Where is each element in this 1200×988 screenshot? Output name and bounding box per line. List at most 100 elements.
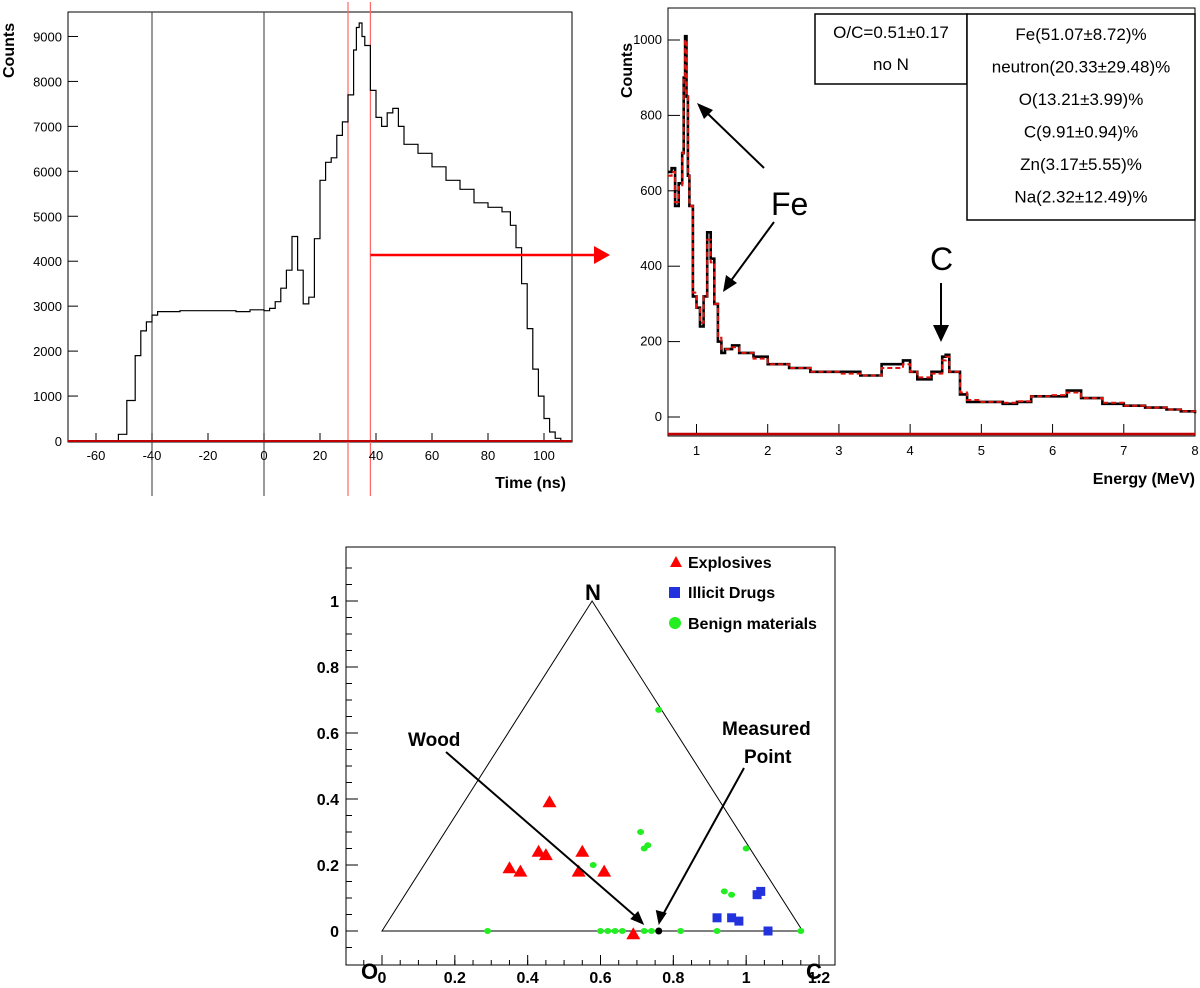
explosive-point [531, 844, 546, 857]
y-tick-label: 5000 [33, 209, 62, 224]
x-tick-label: 1 [742, 970, 751, 987]
benign-point [484, 928, 492, 934]
legend-benign-label: Benign materials [688, 616, 817, 633]
y-tick-label: 800 [640, 107, 662, 122]
explosive-point [626, 927, 641, 940]
benign-point [644, 842, 652, 849]
x-tick-label: -20 [199, 448, 218, 463]
y-tick-label: 0.6 [317, 726, 339, 743]
y-tick-label: 1000 [633, 32, 662, 47]
time-spectrum-y-ticks: 1000 2000 3000 4000 5000 6000 7000 8000 9000 0 [33, 29, 78, 449]
x-tick-label: 0 [260, 448, 267, 463]
ternary-triangle [381, 600, 804, 932]
energy-spectrum-y-ticks: 0 200 400 600 800 1000 [633, 32, 680, 424]
y-tick-label: 1000 [33, 389, 62, 404]
benign-point [742, 845, 750, 852]
composition-line: Zn(3.17±5.55)% [1020, 155, 1142, 174]
x-tick-label: 1.2 [808, 970, 830, 987]
explosive-point [597, 864, 612, 877]
ratio-box-line-2: no N [873, 55, 909, 74]
x-tick-label: 0.6 [589, 970, 611, 987]
energy-spectrum-fit-series [668, 39, 1196, 414]
drug-point [712, 913, 722, 923]
time-spectrum-gate-lines [151, 2, 371, 496]
wood-arrow [445, 751, 637, 918]
fe-annotation-label: Fe [771, 186, 808, 222]
composition-line: Na(2.32±12.49)% [1014, 188, 1147, 207]
benign-point [604, 928, 612, 934]
x-tick-label: 7 [1120, 443, 1127, 458]
legend-explosives-marker [670, 556, 682, 567]
drug-point [763, 926, 773, 936]
benign-point [655, 706, 663, 713]
legend-explosives-label: Explosives [688, 555, 772, 572]
time-spectrum-panel: -60 -40 -20 0 20 40 60 80 100 1000 2000 3000 4000 50… [1, 2, 573, 496]
benign-point [797, 928, 805, 934]
x-tick-label: 6 [1049, 443, 1056, 458]
y-tick-label: 3000 [33, 299, 62, 314]
ratio-box-line-1: O/C=0.51±0.17 [833, 23, 949, 42]
x-tick-label: 3 [835, 443, 842, 458]
y-tick-label: 200 [640, 334, 662, 349]
y-tick-label: 2000 [33, 344, 62, 359]
time-spectrum-xlabel: Time (ns) [495, 475, 566, 492]
x-tick-label: 2 [764, 443, 771, 458]
drug-point [756, 886, 766, 896]
explosive-point [502, 861, 517, 874]
wood-arrow-head [630, 911, 645, 925]
measured-arrow [661, 767, 745, 916]
drug-point [727, 913, 737, 923]
benign-point [713, 928, 721, 934]
x-tick-label: 0.2 [444, 970, 466, 987]
benign-point [720, 888, 728, 895]
composition-line: neutron(20.33±29.48)% [992, 58, 1171, 77]
composition-line: C(9.91±0.94)% [1024, 123, 1138, 142]
x-tick-label: 5 [978, 443, 985, 458]
composition-line: Fe(51.07±8.72)% [1015, 25, 1146, 44]
ternary-y-ticks: 0 0.2 0.4 0.6 0.8 1 [317, 567, 358, 948]
measured-point [655, 927, 663, 935]
y-tick-label: 400 [640, 258, 662, 273]
composition-box [966, 13, 1196, 221]
y-tick-label: 0.8 [317, 660, 339, 677]
y-tick-label: 0 [655, 409, 662, 424]
y-tick-label: 0.2 [317, 858, 339, 875]
x-tick-label: 0.8 [662, 970, 684, 987]
fe-arrow-lower [729, 221, 775, 283]
explosive-point [542, 795, 557, 808]
benign-point [637, 829, 645, 835]
drug-point [734, 916, 744, 926]
y-tick-label: 0.4 [317, 792, 339, 809]
y-tick-label: 0 [330, 924, 339, 941]
x-tick-label: 80 [481, 448, 495, 463]
x-tick-label: 0 [378, 970, 387, 987]
legend-benign-marker [669, 617, 681, 629]
y-tick-label: 7000 [33, 119, 62, 134]
energy-spectrum-frame [667, 7, 1196, 437]
fe-arrow-upper-head [697, 103, 713, 119]
benign-point [677, 928, 685, 934]
benign-point [618, 928, 626, 934]
x-tick-label: 40 [369, 448, 383, 463]
explosive-point [538, 848, 553, 861]
y-tick-label: 6000 [33, 164, 62, 179]
ternary-legend: Explosives Illicit Drugs Benign material… [669, 555, 817, 633]
x-tick-label: -40 [143, 448, 162, 463]
legend-drugs-marker [669, 587, 680, 598]
y-tick-label: 600 [640, 183, 662, 198]
time-spectrum-ylabel: Counts [1, 23, 18, 78]
c-annotation-label: C [930, 241, 953, 277]
corner-label-n: N [585, 580, 601, 605]
energy-spectrum-panel: 1 2 3 4 5 6 7 8 0 200 400 600 800 1000 Counts Energy… [619, 7, 1199, 488]
measured-annotation-line-2: Point [744, 747, 792, 768]
corner-label-c: C [806, 959, 822, 984]
energy-spectrum-xlabel: Energy (MeV) [1093, 471, 1195, 488]
x-tick-label: -60 [87, 448, 106, 463]
ternary-x-ticks: 0 0.2 0.4 0.6 0.8 1 1.2 [363, 955, 830, 987]
y-tick-label: 0 [55, 434, 62, 449]
x-tick-label: 8 [1191, 443, 1198, 458]
legend-drugs-label: Illicit Drugs [688, 585, 775, 602]
measured-annotation-line-1: Measured [722, 719, 811, 740]
x-tick-label: 4 [907, 443, 914, 458]
